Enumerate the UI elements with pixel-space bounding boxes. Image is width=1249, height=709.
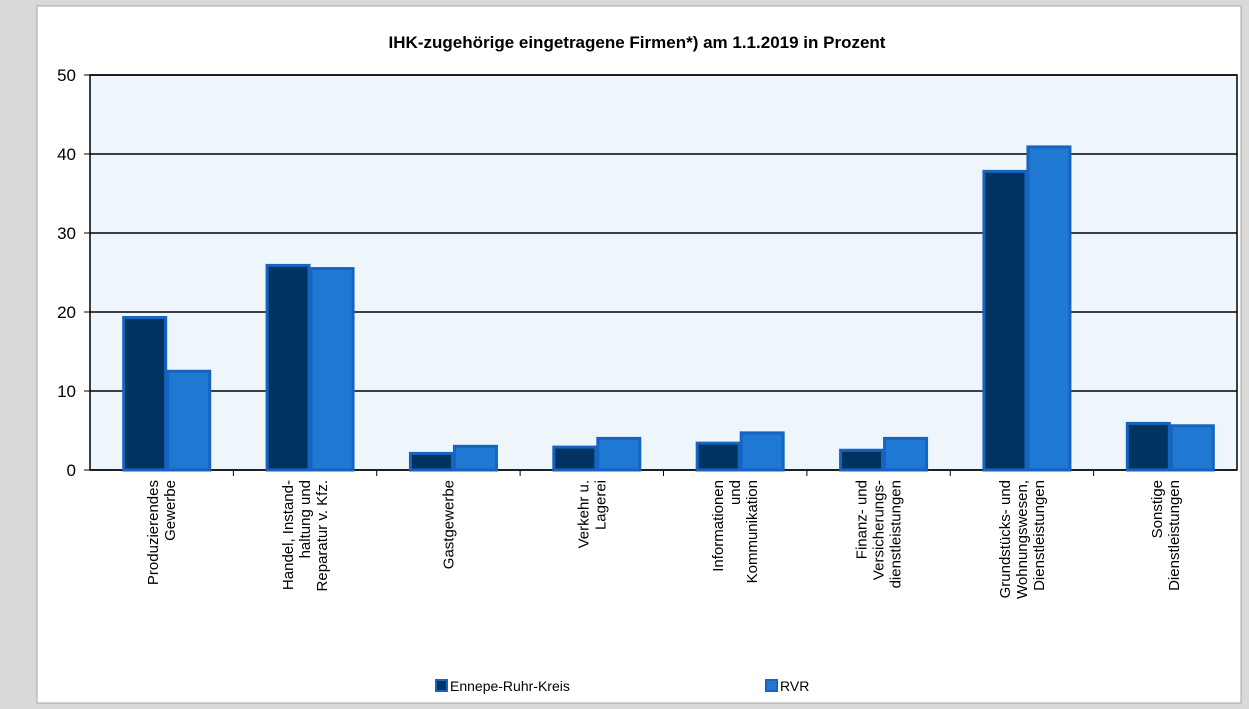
- bar: [596, 436, 642, 472]
- legend-label: Ennepe-Ruhr-Kreis: [450, 678, 570, 694]
- y-tick-label: 20: [57, 303, 76, 322]
- bar: [695, 441, 741, 472]
- y-tick-label: 40: [57, 145, 76, 164]
- y-tick-label: 10: [57, 382, 76, 401]
- bar: [982, 169, 1028, 472]
- legend-swatch: [765, 679, 778, 692]
- bar: [166, 369, 212, 472]
- x-tick-label: Grundstücks- undWohnungswesen,Dienstleis…: [997, 480, 1048, 599]
- y-tick-label: 30: [57, 224, 76, 243]
- x-tick-label: InformationenundKommunikation: [710, 480, 761, 583]
- x-tick-label: Handel, Instand-haltung undReparatur v. …: [280, 480, 331, 591]
- bar: [1026, 145, 1072, 472]
- x-tick-label: Verkehr u.Lagerei: [575, 480, 609, 548]
- x-tick-label: SonstigeDienstleistungen: [1149, 480, 1183, 591]
- y-tick-label: 0: [67, 461, 76, 480]
- bar: [1169, 424, 1215, 472]
- x-tick-label: ProduzierendesGewerbe: [145, 480, 179, 585]
- bar: [309, 267, 355, 472]
- x-tick-label: Gastgewerbe: [440, 480, 457, 569]
- x-tick-label: Finanz- undVersicherungs-dienstleistunge…: [854, 480, 905, 588]
- y-tick-label: 50: [57, 66, 76, 85]
- bar: [739, 431, 785, 472]
- chart-title: IHK-zugehörige eingetragene Firmen*) am …: [389, 33, 886, 52]
- bar: [122, 316, 168, 472]
- legend-label: RVR: [780, 678, 809, 694]
- legend-swatch: [435, 679, 448, 692]
- bar: [1125, 421, 1171, 472]
- bar: [265, 263, 311, 472]
- bar: [839, 448, 885, 472]
- bar: [452, 444, 498, 472]
- bar: [408, 451, 454, 472]
- bar: [552, 445, 598, 472]
- bar: [883, 436, 929, 472]
